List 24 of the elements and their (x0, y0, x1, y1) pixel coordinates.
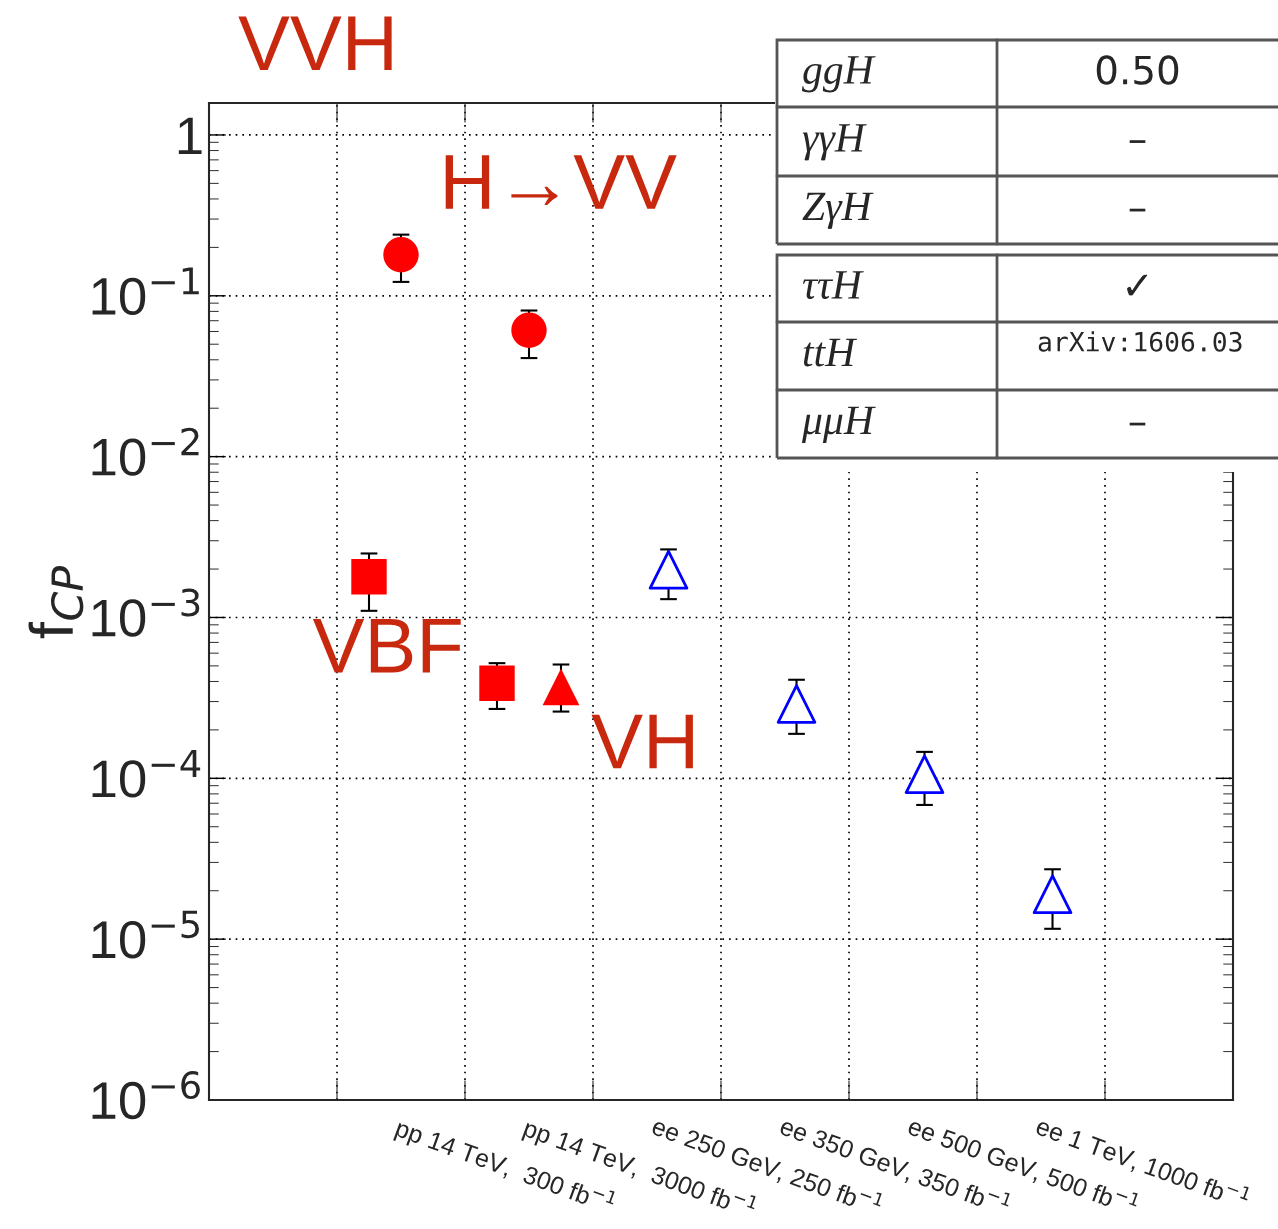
y-tick-label: 1 (178, 117, 202, 155)
annotation: γγH (802, 124, 867, 161)
series-label: VH (591, 714, 693, 769)
annotation: ttH (803, 338, 858, 367)
y-tick-label: 10$^{−1}$ (92, 267, 199, 316)
annotation: ✓ (1127, 274, 1148, 296)
text: VVH (238, 16, 392, 71)
y-tick-label: 10$^{−2}$ (92, 427, 199, 476)
annotation: μμH (801, 406, 876, 443)
series-label: VBF (312, 618, 461, 673)
y-axis-title: f$_{CP}$ (28, 565, 84, 639)
annotation: ττH (802, 271, 864, 299)
text: ggH (802, 56, 876, 93)
annotation: – (1129, 208, 1146, 212)
y-tick-label: 10$^{−5}$ (92, 910, 199, 959)
series-label: H→VV (445, 155, 677, 209)
annotation: – (1129, 422, 1146, 426)
y-tick-label: 10$^{−4}$ (92, 749, 201, 798)
text: 0.50 (1096, 55, 1179, 85)
y-tick-label: 10$^{−6}$ (92, 1071, 200, 1120)
annotation: – (1129, 140, 1146, 143)
y-tick-label: 10$^{−3}$ (92, 588, 200, 637)
annotation: ZγH (802, 192, 874, 229)
annotation: arXiv:1606.03 (1038, 331, 1242, 352)
